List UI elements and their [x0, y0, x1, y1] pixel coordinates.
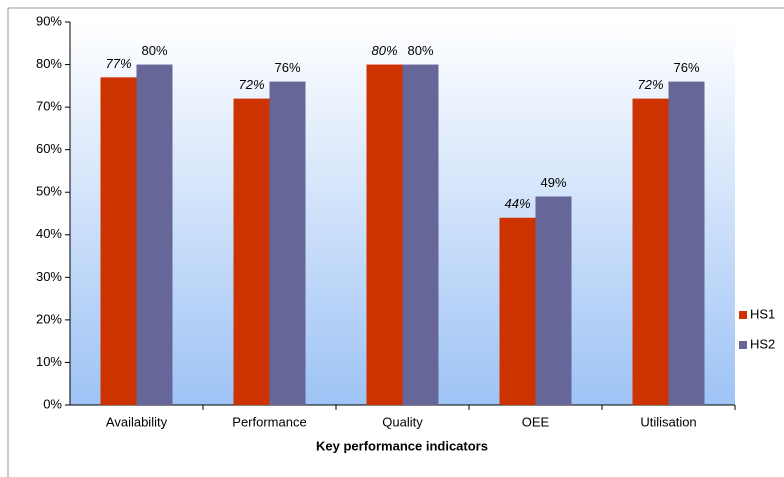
data-label: 49% [540, 175, 566, 190]
x-tick-label: Quality [382, 414, 423, 429]
data-label: 80% [407, 43, 433, 58]
x-tick-label: Availability [106, 414, 168, 429]
y-tick-label: 80% [36, 56, 62, 71]
bar [366, 64, 403, 406]
y-tick-label: 20% [36, 311, 62, 326]
y-tick-label: 0% [43, 396, 62, 411]
legend-swatch [739, 341, 747, 349]
bar [269, 81, 306, 406]
bar [632, 98, 669, 405]
x-tick-label: OEE [522, 414, 550, 429]
data-label: 77% [105, 56, 131, 71]
y-tick-label: 90% [36, 13, 62, 28]
y-tick-label: 50% [36, 184, 62, 199]
x-tick-label: Utilisation [640, 414, 696, 429]
data-label: 80% [371, 43, 397, 58]
legend-swatch [739, 311, 747, 319]
x-axis-title: Key performance indicators [316, 438, 488, 453]
bar [233, 98, 270, 405]
bar [136, 64, 173, 406]
data-label: 72% [637, 77, 663, 92]
bar [499, 217, 536, 405]
data-label: 76% [274, 60, 300, 75]
bar [402, 64, 439, 406]
x-tick-label: Performance [232, 414, 306, 429]
bar [535, 196, 572, 405]
y-tick-label: 10% [36, 354, 62, 369]
data-label: 44% [504, 196, 530, 211]
legend-label: HS1 [750, 306, 775, 321]
legend-label: HS2 [750, 336, 775, 351]
y-tick-label: 30% [36, 269, 62, 284]
data-label: 76% [673, 60, 699, 75]
data-label: 80% [141, 43, 167, 58]
y-tick-label: 60% [36, 141, 62, 156]
data-label: 72% [238, 77, 264, 92]
bar [100, 77, 137, 406]
y-tick-label: 40% [36, 226, 62, 241]
y-tick-label: 70% [36, 99, 62, 114]
bar [668, 81, 705, 406]
